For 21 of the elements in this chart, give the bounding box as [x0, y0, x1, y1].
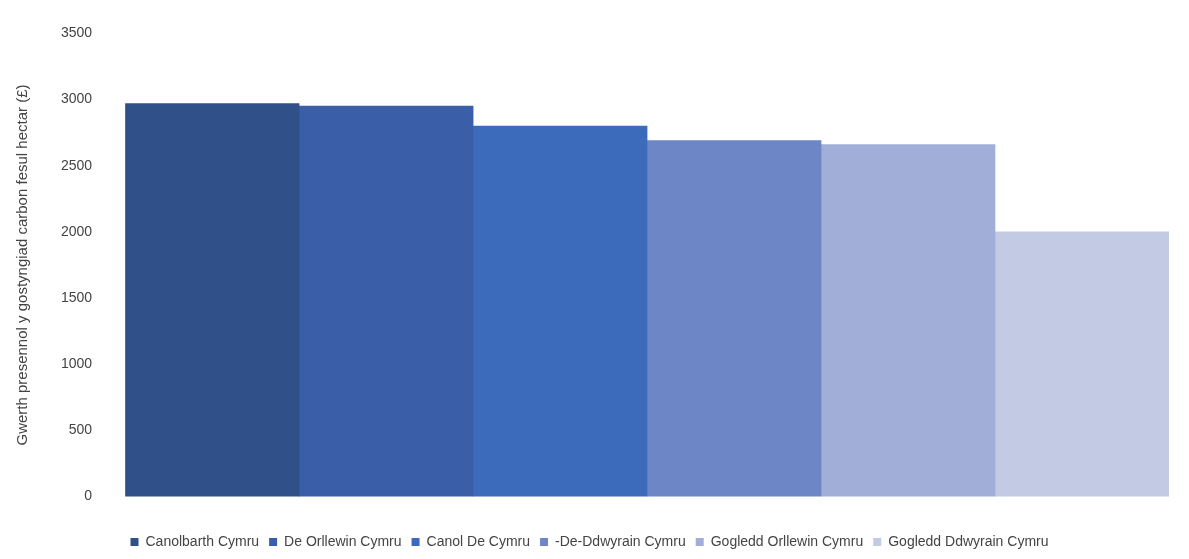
- y-tick-label: 0: [84, 487, 93, 504]
- bar: [820, 144, 996, 497]
- y-tick-label: 3000: [60, 90, 93, 107]
- bar: [472, 125, 648, 497]
- legend-label: -De-Ddwyrain Cymru: [555, 532, 686, 549]
- bar: [646, 140, 822, 497]
- y-tick-label: 2000: [60, 222, 93, 239]
- legend-label: Canol De Cymru: [426, 532, 531, 549]
- y-axis-title: Gwerth presennol y gostyngiad carbon fesul hectar (£): [13, 84, 31, 446]
- y-tick-label: 1500: [60, 288, 93, 305]
- legend-label: Canolbarth Cymru: [145, 532, 260, 549]
- legend-label: Gogledd Ddwyrain Cymru: [888, 532, 1049, 549]
- bar: [298, 105, 474, 497]
- legend-label: De Orllewin Cymru: [284, 532, 402, 549]
- legend-label: Gogledd Orllewin Cymru: [710, 532, 864, 549]
- y-tick-label: 500: [68, 421, 93, 438]
- y-tick-label: 1000: [60, 355, 93, 372]
- y-tick-label: 2500: [60, 156, 93, 173]
- bar: [994, 231, 1169, 497]
- y-tick-label: 3500: [60, 24, 93, 41]
- bar: [125, 103, 300, 497]
